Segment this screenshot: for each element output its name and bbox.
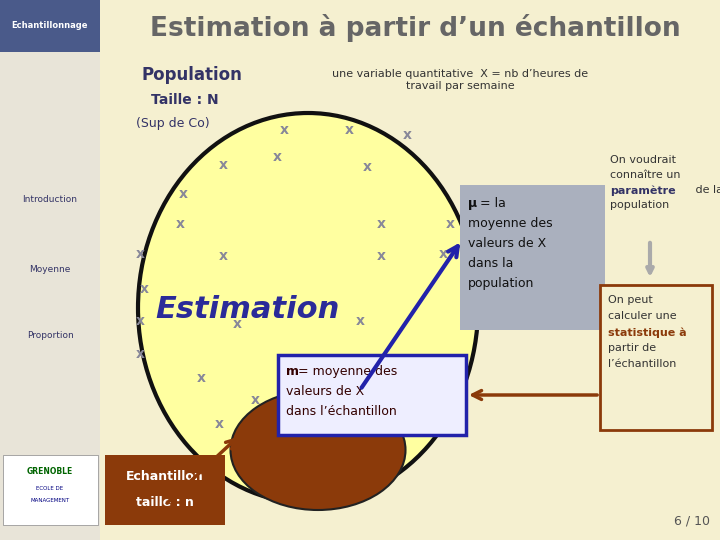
Text: x: x <box>377 217 386 231</box>
Text: x: x <box>179 187 188 201</box>
Text: x: x <box>136 247 145 261</box>
Text: x: x <box>273 150 282 164</box>
Text: Introduction: Introduction <box>22 195 78 205</box>
Text: taille : n: taille : n <box>136 496 194 510</box>
Text: Estimation à partir d’un échantillon: Estimation à partir d’un échantillon <box>150 14 680 42</box>
Text: x: x <box>402 128 411 142</box>
Text: moyenne des: moyenne des <box>468 217 553 230</box>
Text: x: x <box>251 393 260 407</box>
Text: x: x <box>377 249 386 264</box>
Text: x: x <box>363 160 372 174</box>
Text: x: x <box>215 417 224 431</box>
Text: Estimation: Estimation <box>156 295 340 325</box>
Text: calculer une: calculer une <box>608 311 677 321</box>
Text: population: population <box>468 277 534 290</box>
Text: une variable quantitative  X = nb d’heures de
travail par semaine: une variable quantitative X = nb d’heure… <box>332 69 588 91</box>
Bar <box>0 52 100 540</box>
Text: x: x <box>323 393 332 407</box>
Text: (Sup de Co): (Sup de Co) <box>136 117 210 130</box>
Text: x: x <box>219 249 228 264</box>
Text: partir de: partir de <box>608 343 656 353</box>
Text: l’échantillon: l’échantillon <box>608 359 676 369</box>
Text: de la: de la <box>692 185 720 195</box>
Text: x: x <box>136 314 145 328</box>
Text: paramètre: paramètre <box>610 185 675 195</box>
Text: x: x <box>233 317 242 331</box>
Text: dans la: dans la <box>468 257 513 270</box>
Text: = la: = la <box>480 197 506 210</box>
Text: statistique à: statistique à <box>608 327 687 338</box>
Text: population: population <box>610 200 670 210</box>
Text: x: x <box>446 217 454 231</box>
Text: m: m <box>286 365 299 378</box>
Text: x: x <box>294 417 303 431</box>
Text: Population: Population <box>142 66 243 84</box>
Bar <box>460 185 605 330</box>
Text: x: x <box>352 420 361 434</box>
Bar <box>600 285 712 430</box>
Text: x: x <box>140 282 148 296</box>
Text: x: x <box>287 368 296 382</box>
Bar <box>100 52 720 540</box>
Bar <box>0 0 100 52</box>
Text: Moyenne: Moyenne <box>30 266 71 274</box>
Text: GRENOBLE: GRENOBLE <box>27 468 73 476</box>
Bar <box>0 0 720 52</box>
Text: = moyenne des: = moyenne des <box>298 365 397 378</box>
Text: ECOLE DE: ECOLE DE <box>37 485 63 490</box>
Text: Echantillonnage: Echantillonnage <box>12 22 89 30</box>
Bar <box>278 355 466 435</box>
Text: x: x <box>280 123 289 137</box>
Text: valeurs de X: valeurs de X <box>286 385 364 398</box>
Text: x: x <box>136 347 145 361</box>
Text: Proportion: Proportion <box>27 330 73 340</box>
Text: x: x <box>356 314 364 328</box>
Ellipse shape <box>138 113 478 503</box>
Bar <box>105 455 225 525</box>
Text: x: x <box>345 123 354 137</box>
Text: On voudrait: On voudrait <box>610 155 676 165</box>
Text: μ: μ <box>468 197 477 210</box>
Text: On peut: On peut <box>608 295 653 305</box>
Ellipse shape <box>230 390 405 510</box>
Text: x: x <box>176 217 184 231</box>
Text: valeurs de X: valeurs de X <box>468 237 546 250</box>
Text: dans l’échantillon: dans l’échantillon <box>286 405 397 418</box>
Text: Echantillon: Echantillon <box>126 470 204 483</box>
Text: x: x <box>219 158 228 172</box>
Text: Taille : N: Taille : N <box>151 93 219 107</box>
Text: x: x <box>438 247 447 261</box>
Text: 6 / 10: 6 / 10 <box>674 515 710 528</box>
Text: connaître un: connaître un <box>610 170 680 180</box>
Text: MANAGEMENT: MANAGEMENT <box>30 497 70 503</box>
Bar <box>3 455 98 525</box>
Text: x: x <box>197 371 206 385</box>
